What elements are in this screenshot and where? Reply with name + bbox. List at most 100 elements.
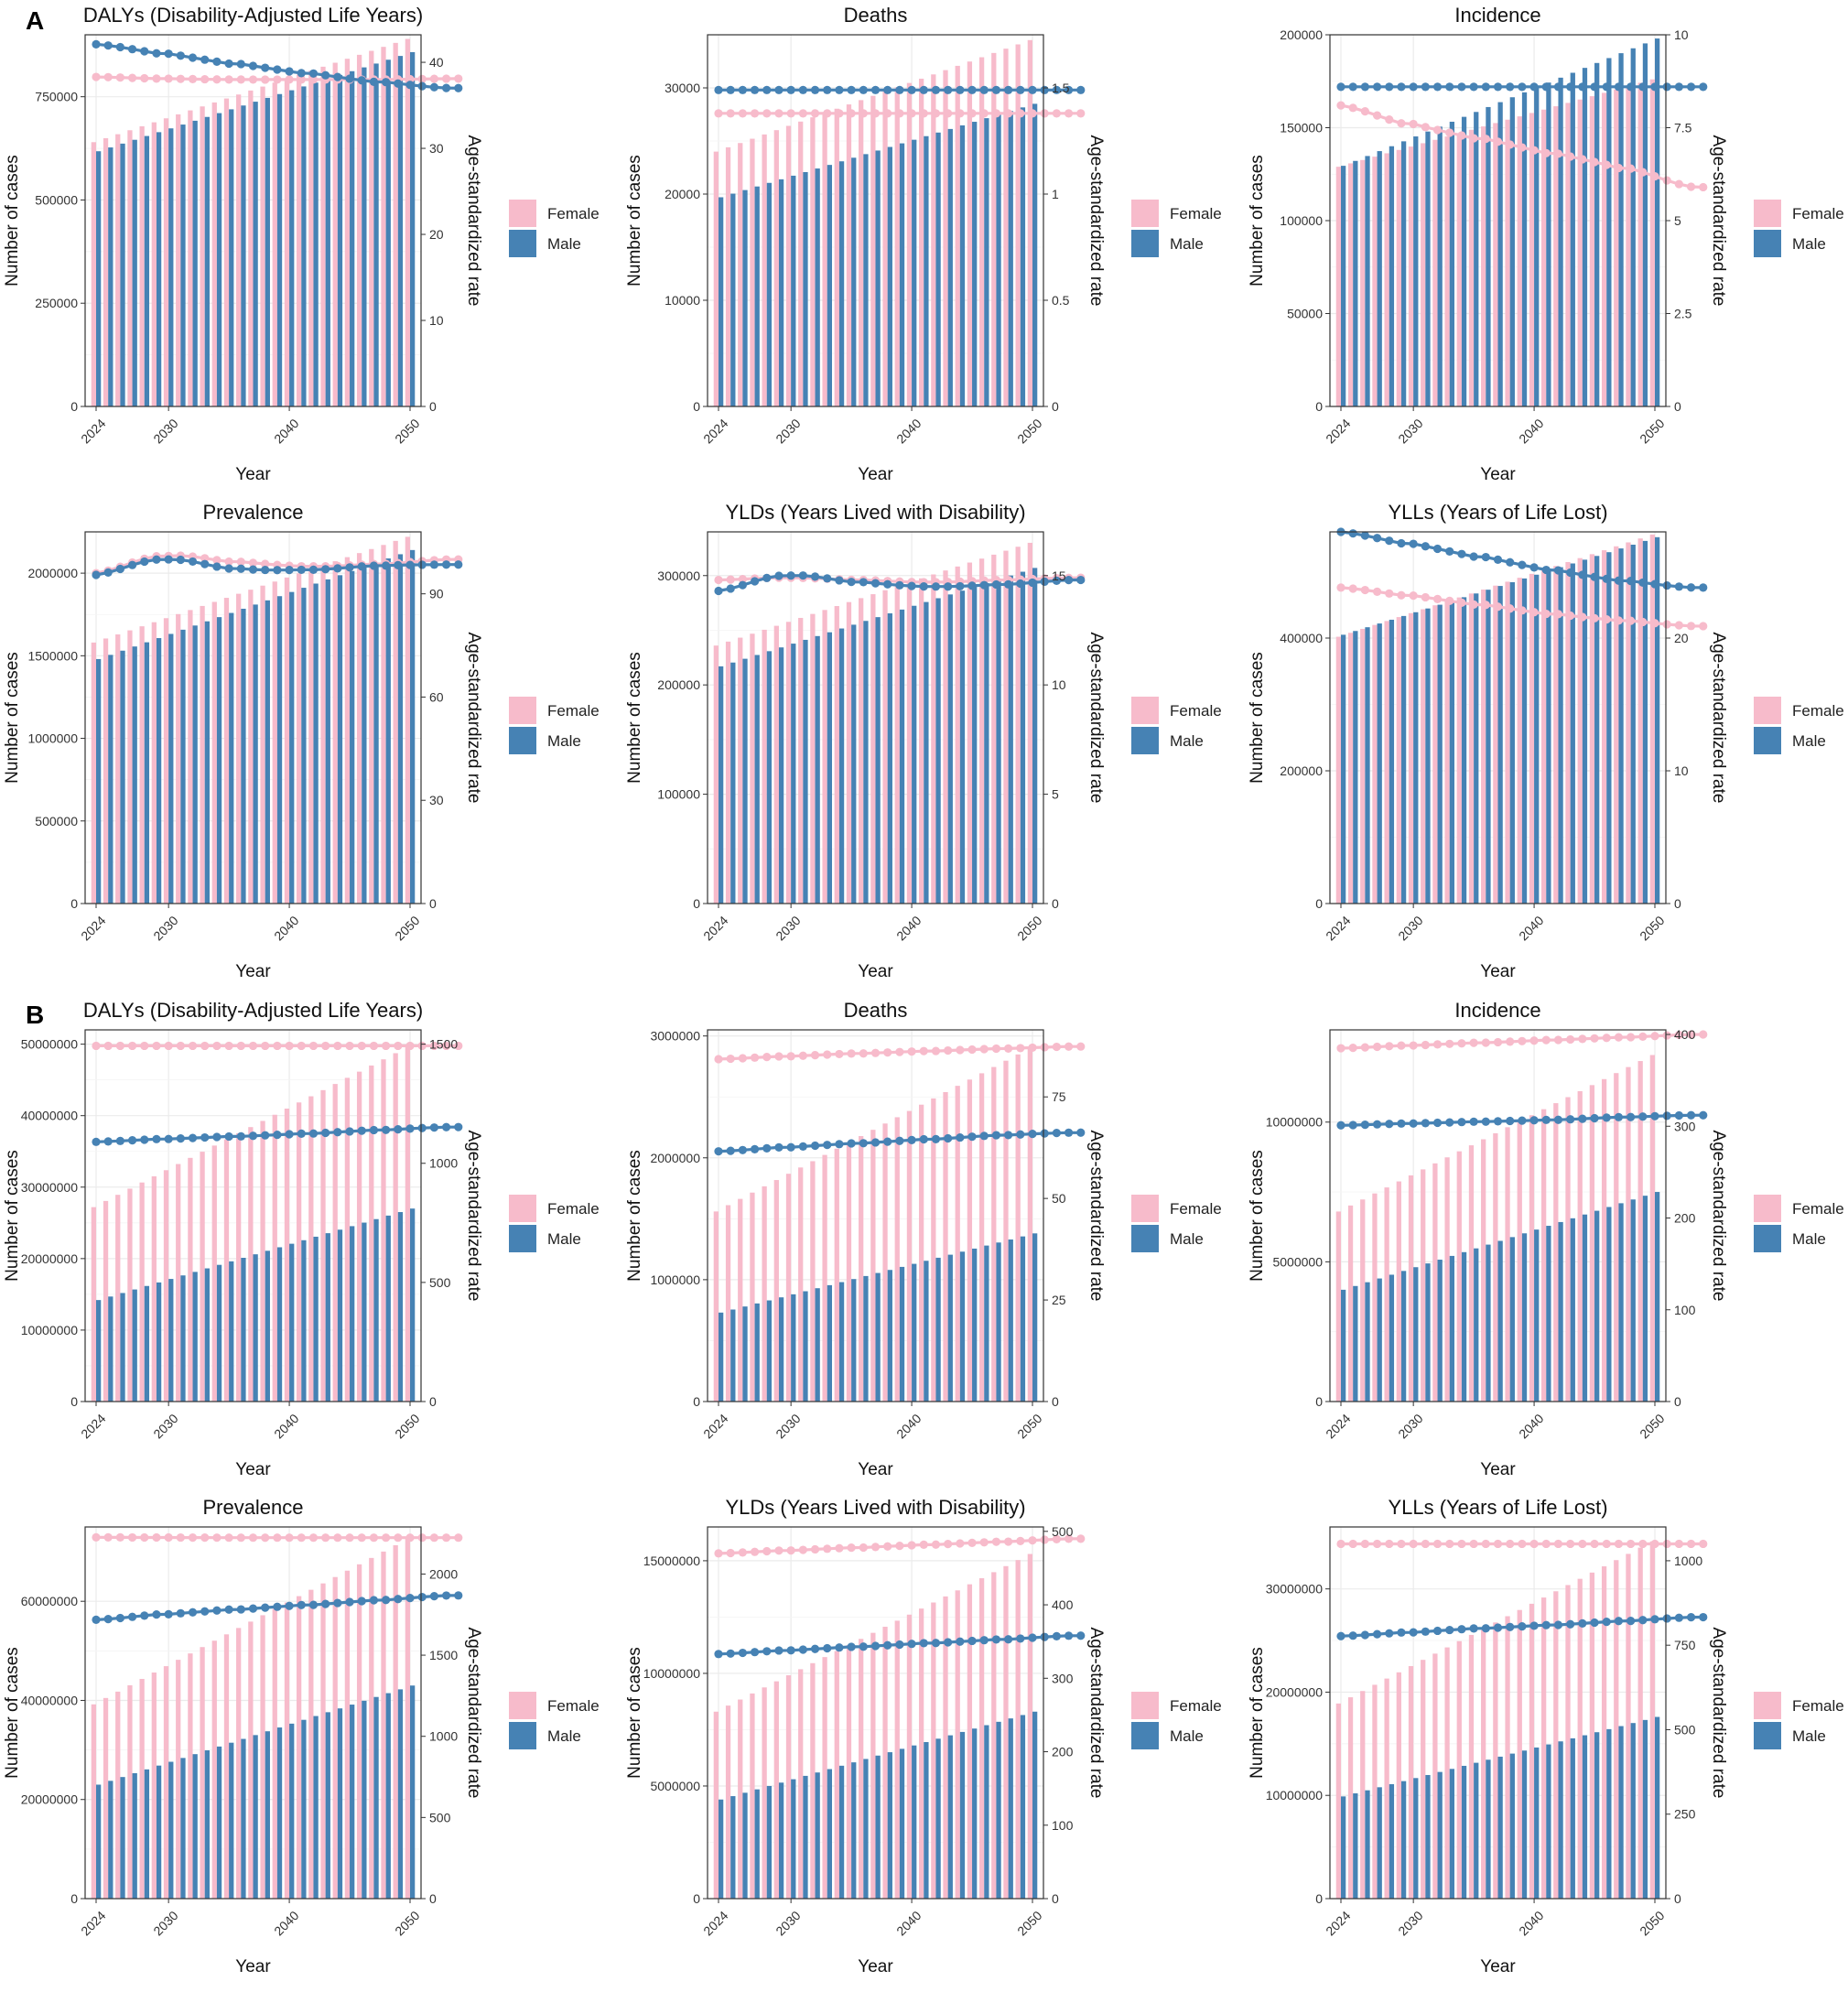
rate-point-female [429,74,438,83]
rate-point-male [979,580,989,590]
rate-point-male [1566,568,1575,578]
rate-point-male [429,560,438,569]
y-tick-label: 0 [693,896,700,911]
y-tick-label: 0 [1315,896,1323,911]
bar-female [1408,612,1414,904]
rate-point-female [1566,611,1575,621]
rate-point-female [1590,1034,1599,1043]
rate-point-female [115,1532,124,1543]
y2-tick-label: 5 [1052,787,1059,802]
rate-point-female [762,109,772,118]
y-tick-label: 50000 [1287,307,1323,321]
y2-axis-label: Age-standardized rate [464,633,483,804]
x-axis-label: Year [858,962,893,981]
plot-frame [707,34,1044,407]
plot-frame [1329,1029,1667,1402]
rate-point-female [1578,1539,1587,1549]
rate-point-male [1432,1626,1443,1636]
y-tick-label: 0 [1315,1394,1323,1409]
bar-male [1618,1203,1624,1402]
legend-label-male: Male [1792,1727,1826,1745]
bar-female [846,1644,852,1899]
bar-female [955,566,960,904]
bar-female [931,74,936,407]
rate-point-male [417,560,427,569]
rate-point-female [285,1041,294,1051]
bar-male [863,621,869,904]
x-tick-label: 2040 [1516,1908,1546,1938]
bar-female [810,117,816,406]
rate-point-female [224,557,233,567]
rate-point-male [1397,1628,1406,1637]
bar-male [253,102,258,406]
bar-female [1372,157,1378,406]
rate-point-male [750,1144,760,1153]
bar-male [1032,103,1038,407]
bar-male [1582,1735,1588,1899]
rate-point-female [345,1533,354,1543]
rate-point-male [786,571,795,580]
bar-male [1377,1278,1382,1402]
bar-female [713,151,719,406]
bar-male [325,1712,330,1899]
bar-female [738,143,743,406]
bar-male [803,1775,808,1899]
bar-female [1432,139,1438,406]
bar-female [991,554,997,904]
bar-female [405,1046,410,1402]
bar-male [108,1781,113,1899]
bar-female [991,1066,997,1402]
rate-point-male [1506,1116,1515,1126]
bar-male [1630,48,1636,407]
x-tick-label: 2030 [773,913,803,943]
rate-point-male [774,1142,784,1153]
y2-tick-label: 1.5 [1052,81,1070,95]
rate-point-female [164,1041,173,1051]
rate-point-male [236,564,245,573]
rate-point-female [1529,608,1539,617]
bar-male [742,189,748,406]
panel-title: YLDs (Years Lived with Disability) [725,1496,1025,1519]
y2-tick-label: 25 [1052,1293,1066,1307]
rate-point-male [895,580,904,590]
rate-point-male [1016,579,1025,589]
rate-point-female [236,75,245,84]
bar-female [284,78,290,406]
bar-female [918,578,924,904]
rate-point-male [236,60,245,69]
rate-point-male [261,1603,270,1612]
rate-point-male [1445,1625,1454,1635]
rate-point-male [394,1595,403,1604]
plot-frame [1329,1526,1667,1900]
bar-male [350,1226,355,1402]
bar-male [815,635,820,904]
bar-female [1614,89,1619,406]
rate-point-female [429,1041,438,1051]
bar-male [289,591,295,904]
bar-male [1341,1796,1346,1899]
y-tick-label: 0 [693,399,700,414]
bar-female [151,122,157,406]
x-axis-label: Year [858,1957,893,1976]
rate-point-male [1040,577,1049,586]
y-tick-label: 0 [70,1394,78,1409]
bar-female [1003,1060,1009,1402]
rate-point-female [1674,1539,1683,1549]
rate-point-male [1409,82,1418,92]
rate-point-male [1372,534,1382,543]
x-tick-label: 2050 [1014,416,1044,446]
x-tick-label: 2030 [773,416,803,446]
rate-point-female [1469,1038,1478,1047]
rate-point-male [1518,1116,1527,1125]
bar-male [899,1266,905,1402]
y-tick-label: 200000 [1280,763,1323,778]
rate-point-male [979,1636,989,1645]
y2-tick-label: 200 [1052,1745,1074,1759]
y-tick-label: 200000 [657,677,700,692]
bar-male [216,1746,222,1899]
rate-point-male [1699,1110,1708,1120]
x-axis-label: Year [1480,1460,1516,1479]
bar-female [834,1148,839,1402]
